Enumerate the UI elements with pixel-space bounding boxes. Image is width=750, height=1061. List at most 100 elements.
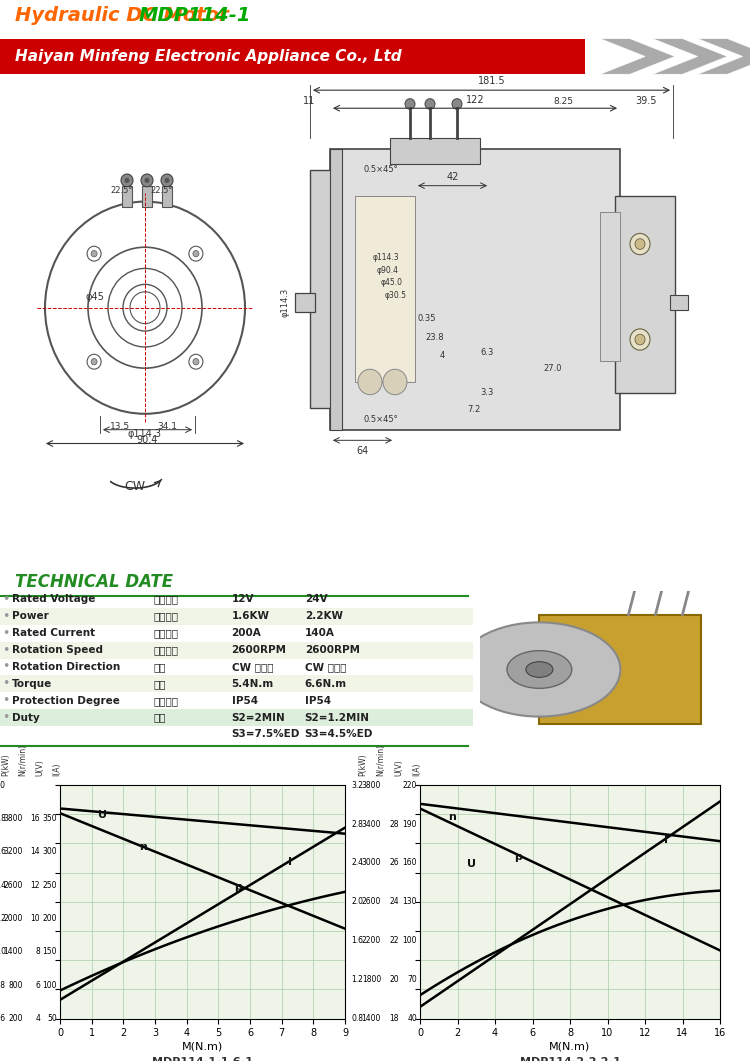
Bar [0,608,472,625]
Text: 300: 300 [43,848,57,856]
Text: TECHNICAL DATE: TECHNICAL DATE [15,573,173,591]
Circle shape [164,178,170,184]
Text: 5.4N.m: 5.4N.m [232,679,274,689]
Text: 3800: 3800 [362,781,381,789]
Text: I(A): I(A) [413,762,422,776]
Text: 8: 8 [35,947,40,956]
Text: 14: 14 [31,848,40,856]
Bar [0,659,472,676]
Text: 2600RPM: 2600RPM [232,645,286,655]
Text: 100: 100 [403,936,417,945]
Text: 22.5°: 22.5° [110,186,133,195]
Text: 1.2: 1.2 [351,975,363,985]
Text: Protection Degree: Protection Degree [12,696,120,706]
Text: I(A): I(A) [53,762,62,776]
Text: 13.5: 13.5 [110,422,130,431]
Text: CW: CW [124,481,146,493]
Text: IP54: IP54 [232,696,258,706]
Text: 6: 6 [35,980,40,990]
Text: U(V): U(V) [35,759,44,776]
X-axis label: M(N.m): M(N.m) [549,1041,591,1051]
Text: •: • [2,644,10,657]
Circle shape [91,250,97,257]
Text: φ90.4: φ90.4 [377,265,399,275]
Text: φ114.3: φ114.3 [280,288,290,317]
Text: CW 顺时针: CW 顺时针 [232,662,273,672]
Text: 0.5×45°: 0.5×45° [363,415,398,424]
Circle shape [161,174,173,187]
Text: 1400: 1400 [362,1014,381,1023]
Text: 额定转速: 额定转速 [154,645,178,655]
Text: MDP114-2-2.2-1: MDP114-2-2.2-1 [520,1057,620,1061]
Text: 12V: 12V [232,594,254,605]
Circle shape [452,99,462,109]
Circle shape [145,178,149,184]
Text: 250: 250 [43,881,57,890]
Circle shape [141,174,153,187]
Text: φ114.3: φ114.3 [373,253,400,262]
Circle shape [630,329,650,350]
Text: S2=2MIN: S2=2MIN [232,713,285,723]
Circle shape [635,334,645,345]
Text: 2000: 2000 [4,914,23,923]
Text: 24: 24 [389,898,399,906]
Text: φ114.3: φ114.3 [128,430,162,439]
Text: 11: 11 [303,95,315,106]
Text: 2.8: 2.8 [351,819,363,829]
Text: Rated Current: Rated Current [12,628,95,638]
Text: 18: 18 [389,1014,399,1023]
Text: 2600RPM: 2600RPM [304,645,360,655]
Text: S2=1.2MIN: S2=1.2MIN [304,713,370,723]
Text: IP54: IP54 [304,696,331,706]
Polygon shape [600,38,675,74]
Text: 2.2KW: 2.2KW [304,611,343,622]
Circle shape [405,99,415,109]
Text: •: • [2,610,10,623]
Text: 额定电压: 额定电压 [154,594,178,605]
Text: •: • [2,711,10,724]
Text: 3.2: 3.2 [351,781,363,789]
Text: 181.5: 181.5 [478,76,506,86]
Text: •: • [2,660,10,674]
Bar [122,186,132,207]
Text: MDP114-1: MDP114-1 [139,6,251,25]
Text: 3.3: 3.3 [480,387,494,397]
Bar [162,186,172,207]
Text: 70: 70 [407,975,417,985]
Text: 140A: 140A [304,628,334,638]
Bar [0,676,472,692]
Text: 200A: 200A [232,628,261,638]
Text: 2600: 2600 [362,898,381,906]
Text: φ30.5: φ30.5 [385,291,407,300]
Text: n: n [448,812,456,822]
Text: 50: 50 [47,1014,57,1023]
Text: 24V: 24V [304,594,327,605]
Text: 3000: 3000 [362,858,381,868]
Text: 额定功率: 额定功率 [154,611,178,622]
Bar [0,591,472,608]
Text: 1.6KW: 1.6KW [232,611,269,622]
Text: U: U [466,858,476,869]
Text: 130: 130 [403,898,417,906]
Text: 2.0: 2.0 [0,781,6,789]
Circle shape [193,359,199,365]
Text: 100: 100 [43,980,57,990]
Text: S3=7.5%ED: S3=7.5%ED [232,730,300,740]
Circle shape [189,354,203,369]
Text: 1.4: 1.4 [0,881,6,890]
Circle shape [630,233,650,255]
Text: 22: 22 [389,936,399,945]
Circle shape [91,359,97,365]
Circle shape [458,623,620,716]
Text: 3200: 3200 [4,848,23,856]
Text: 7.2: 7.2 [467,404,480,414]
Circle shape [124,178,130,184]
Text: φ45.0: φ45.0 [381,278,403,288]
Text: 1400: 1400 [4,947,23,956]
Text: Rotation Speed: Rotation Speed [12,645,104,655]
Text: I: I [664,835,668,846]
Bar [0,625,472,642]
Bar [0,642,472,659]
Text: 64: 64 [356,446,369,455]
Text: •: • [2,694,10,708]
